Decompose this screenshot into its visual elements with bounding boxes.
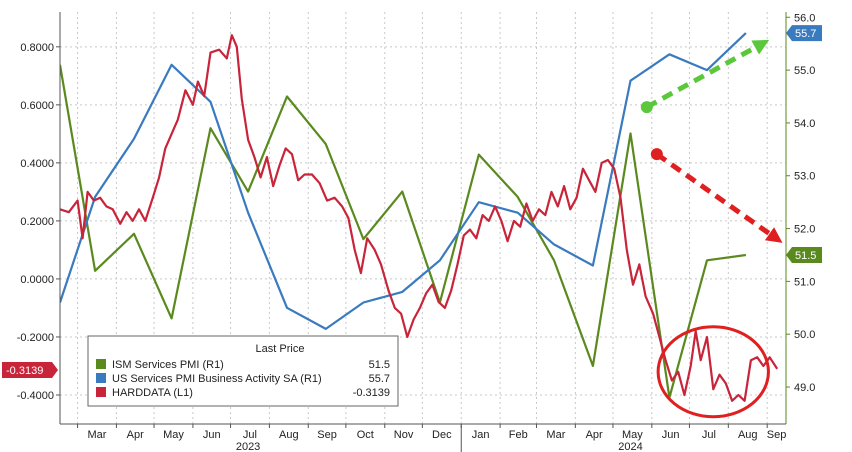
right-tick-label: 54.0	[794, 118, 815, 130]
series-line-harddata	[60, 34, 779, 402]
right-tick-label: 55.0	[794, 65, 815, 77]
legend-swatch	[96, 373, 106, 383]
x-tick-label: May	[163, 429, 184, 441]
legend-entry-name: HARDDATA (L1)	[112, 387, 193, 399]
left-tick-label: -0.4000	[17, 390, 54, 402]
x-tick-label: Mar	[546, 429, 565, 441]
x-tick-label: Sep	[317, 429, 337, 441]
left-tick-label: 0.0000	[20, 274, 54, 286]
last-value-tag	[786, 25, 822, 42]
left-tick-label: 0.8000	[20, 42, 54, 54]
last-value-tag	[2, 362, 58, 379]
legend-box	[87, 335, 399, 407]
annotation-ellipse	[656, 325, 770, 419]
annotation-arrow-up	[645, 39, 770, 110]
legend-swatch	[96, 387, 106, 397]
series-group	[60, 32, 779, 402]
legend-entry-value: -0.3139	[353, 387, 390, 399]
right-tick-label: 52.0	[794, 224, 815, 236]
annotations	[640, 39, 783, 419]
legend-swatch	[96, 359, 106, 369]
last-value-tag-text: -0.3139	[6, 365, 43, 377]
right-axis-ticks: 56.0 55.0 54.0 53.0 52.0 51.0 50.0 49.0	[786, 12, 815, 394]
x-tick-label: Oct	[357, 429, 374, 441]
legend-entry-value: 55.7	[369, 373, 390, 385]
x-tick-label: Nov	[394, 429, 414, 441]
legend-entry-name: US Services PMI Business Activity SA (R1…	[112, 373, 322, 385]
x-tick-label: Jul	[243, 429, 257, 441]
x-tick-label: May	[622, 429, 643, 441]
legend-header: Last Price	[256, 343, 305, 355]
x-tick-label: Mar	[88, 429, 107, 441]
legend-entry-value: 51.5	[369, 359, 390, 371]
left-tick-label: 0.6000	[20, 100, 54, 112]
left-tick-label: 0.4000	[20, 158, 54, 170]
right-tick-label: 50.0	[794, 329, 815, 341]
series-line-us-services-pmi-business-activity-sa	[60, 32, 747, 330]
right-tick-label: 49.0	[794, 382, 815, 394]
last-value-tag	[786, 246, 822, 263]
x-tick-label: Feb	[509, 429, 528, 441]
x-year-label: 2023	[236, 441, 260, 452]
x-tick-label: Apr	[127, 429, 144, 441]
right-tick-label: 53.0	[794, 171, 815, 183]
left-tick-label: -0.2000	[17, 332, 54, 344]
x-tick-label: Jan	[472, 429, 490, 441]
x-year-label: 2024	[618, 441, 642, 452]
left-tick-label: 0.2000	[20, 216, 54, 228]
right-tick-label: 56.0	[794, 12, 815, 24]
right-tick-label: 51.0	[794, 276, 815, 288]
left-axis-ticks: 0.8000 0.6000 0.4000 0.2000 0.0000 -0.2000 -0.…	[17, 42, 60, 402]
legend-entries: ISM Services PMI (R1) 51.5 US Services PMI…	[96, 359, 390, 399]
x-tick-label: Apr	[586, 429, 603, 441]
last-value-tag-text: 51.5	[795, 250, 816, 262]
x-tick-label: Jun	[203, 429, 221, 441]
legend: Last Price ISM Services PMI (R1) 51.5 US S…	[87, 335, 399, 407]
x-tick-label: Jun	[662, 429, 680, 441]
annotation-arrow-down	[655, 152, 783, 243]
x-axis-ticks: Mar Apr May Jun Jul Aug Sep Oct Nov Dec Jan Feb Mar A…	[77, 424, 787, 452]
x-tick-label: Dec	[432, 429, 452, 441]
x-tick-label: Aug	[738, 429, 758, 441]
last-value-tag-text: 55.7	[795, 28, 816, 40]
series-line-ism-services-pmi	[60, 64, 747, 399]
x-tick-label: Sep	[767, 429, 787, 441]
x-tick-label: Jul	[702, 429, 716, 441]
legend-entry-name: ISM Services PMI (R1)	[112, 359, 224, 371]
x-tick-label: Aug	[279, 429, 299, 441]
last-value-tags: 55.7 51.5 -0.3139	[2, 25, 822, 379]
